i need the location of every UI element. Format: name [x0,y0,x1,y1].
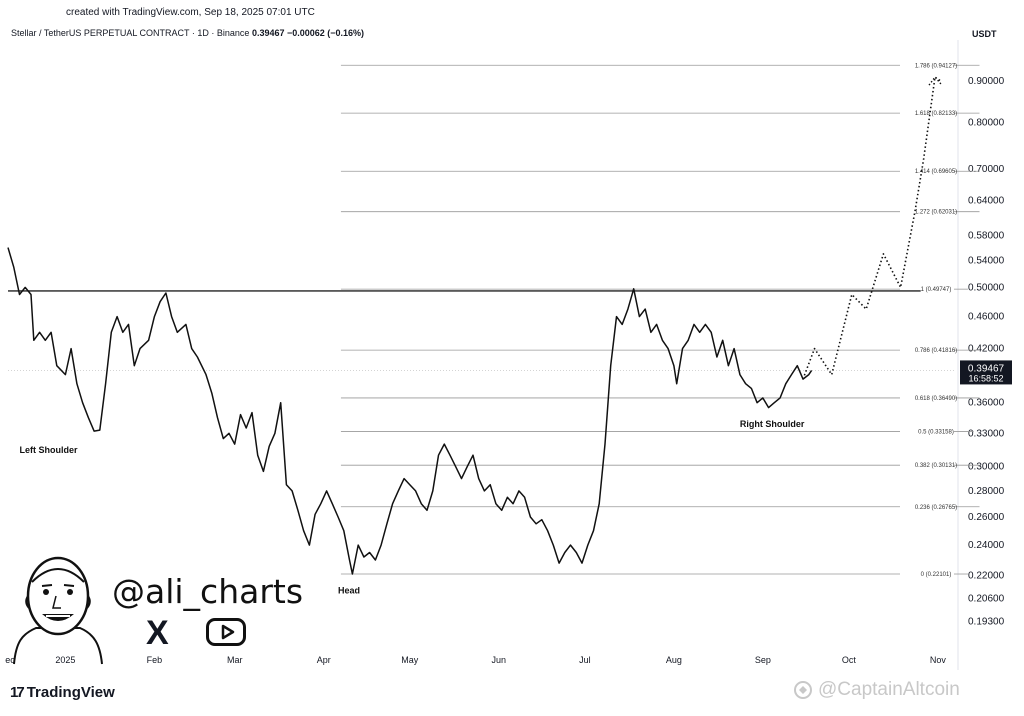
fib-level-label: 0.382 (0.30131) [915,463,957,469]
y-tick-label: 0.46000 [968,312,1005,323]
youtube-logo-icon [206,618,246,646]
tradingview-brand: 17 TradingView [10,684,115,701]
symbol-title: Stellar / TetherUS PERPETUAL CONTRACT · … [11,28,250,38]
symbol-price: 0.39467 [251,28,285,38]
y-tick-label: 0.80000 [968,117,1005,128]
y-tick-label: 0.90000 [968,76,1005,87]
fib-level-label: 1.272 (0.62031) [915,210,957,216]
fib-level-label: 1.618 (0.82133) [915,111,957,117]
y-tick-label: 0.24000 [968,540,1005,551]
y-tick-label: 0.26000 [968,512,1005,523]
pattern-annotation: Left Shoulder [19,445,77,455]
watermark-logo-icon [794,681,812,699]
fib-level-label: 0.786 (0.41816) [915,348,957,354]
fib-level-label: 0.5 (0.33158) [918,430,954,436]
y-tick-label: 0.54000 [968,255,1005,266]
tradingview-name: TradingView [26,684,115,701]
y-tick-label: 0.58000 [968,230,1005,241]
avatar-illustration [13,556,103,665]
x-tick-label: ec [5,655,15,665]
x-tick-label: Aug [666,655,682,665]
author-handle: @ali_charts [112,572,304,611]
fib-level-label: 0.236 (0.26765) [915,505,957,511]
x-tick-label: Oct [842,655,857,665]
currency-label: USDT [972,29,997,39]
x-tick-label: 2025 [55,655,75,665]
y-tick-label: 0.70000 [968,164,1005,175]
projection-arrowhead [928,75,942,86]
x-tick-label: Mar [227,655,243,665]
watermark: @CaptainAltcoin [792,679,960,701]
y-tick-label: 0.19300 [968,617,1005,628]
x-tick-label: Feb [147,655,163,665]
current-price-label: 0.39467 [968,363,1005,374]
y-tick-label: 0.64000 [968,196,1005,207]
y-tick-label: 0.22000 [968,571,1005,582]
y-tick-label: 0.42000 [968,344,1005,355]
x-tick-label: Jul [579,655,591,665]
price-line [7,247,813,575]
x-tick-label: Nov [930,655,947,665]
x-tick-label: Apr [317,655,331,665]
fib-level-label: 1.786 (0.94127) [915,63,957,69]
fib-level-label: 0 (0.22101) [921,572,952,578]
countdown-label: 16:58:52 [968,373,1003,383]
watermark-text: @CaptainAltcoin [818,679,960,700]
y-tick-label: 0.50000 [968,282,1005,293]
fib-level-label: 0.618 (0.36490) [915,396,957,402]
fib-level-label: 1.414 (0.69605) [915,169,957,175]
tradingview-logo-icon: 17 [10,684,25,701]
symbol-header: Stellar / TetherUS PERPETUAL CONTRACT · … [11,28,364,38]
fib-level-label: 1 (0.49747) [921,287,952,293]
pattern-annotation: Right Shoulder [740,419,805,429]
symbol-change: −0.00062 (−0.16%) [287,28,365,38]
x-tick-label: Jun [492,655,507,665]
x-tick-label: May [401,655,419,665]
y-tick-label: 0.33000 [968,428,1005,439]
y-tick-label: 0.20600 [968,594,1005,605]
y-tick-label: 0.30000 [968,462,1005,473]
current-price-badge [960,360,1012,385]
pattern-annotation: Head [338,586,360,596]
y-tick-label: 0.36000 [968,398,1005,409]
y-tick-label: 0.28000 [968,486,1005,497]
x-logo-icon: X [146,614,169,652]
created-with-text: created with TradingView.com, Sep 18, 20… [66,7,315,18]
projection-line [802,76,942,380]
x-tick-label: Sep [755,655,771,665]
